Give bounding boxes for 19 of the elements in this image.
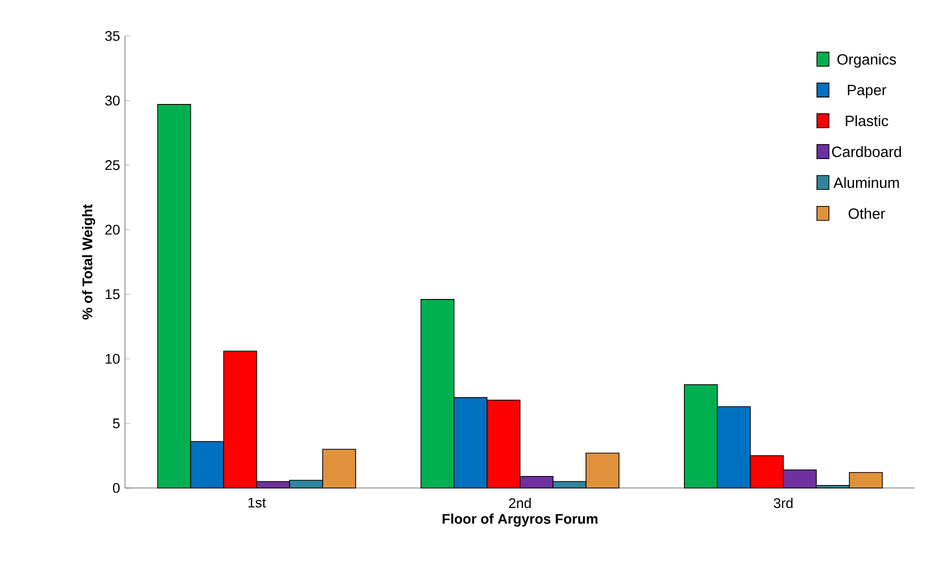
y-tick-label: 10 (106, 354, 120, 364)
y-axis-title: % of Total Weight (82, 204, 96, 320)
legend-label: Organics (837, 54, 896, 68)
x-tick-label: 2nd (509, 498, 531, 508)
y-tick-label: 35 (105, 31, 120, 41)
y-tick-label: 30 (105, 96, 120, 106)
y-tick-label: 5 (112, 418, 120, 428)
x-axis-title: Floor of Argyros Forum (442, 514, 598, 527)
x-tick-label: 3rd (774, 498, 793, 508)
y-tick-label: 0 (112, 483, 120, 493)
y-tick-label: 25 (105, 160, 120, 170)
legend-label: Cardboard (832, 146, 901, 158)
legend-label: Plastic (846, 115, 888, 126)
legend-label: Other (848, 208, 886, 219)
legend-label: Aluminum (833, 177, 899, 188)
y-tick-label: 15 (106, 289, 120, 300)
x-tick-label: 1st (248, 498, 266, 508)
y-tick-label: 20 (105, 224, 120, 235)
legend-label: Paper (848, 84, 886, 98)
